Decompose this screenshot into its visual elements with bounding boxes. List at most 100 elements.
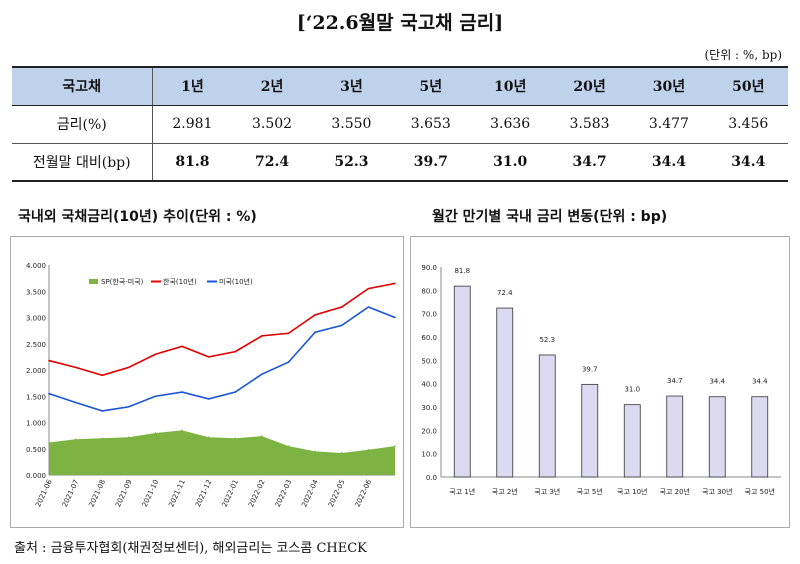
column-header: 5년 — [391, 66, 471, 106]
table-row: 전월말 대비(bp) 81.8 72.4 52.3 39.7 31.0 34.7… — [12, 142, 788, 182]
data-point — [207, 436, 210, 438]
data-point — [154, 432, 157, 434]
spread-area — [49, 430, 395, 475]
line-chart: 0.000 0.500 1.000 1.500 2.000 2.500 3.000 3.500… — [26, 262, 396, 508]
table-cell: 3.583 — [549, 104, 630, 143]
table-cell: 3.477 — [629, 104, 709, 143]
y-tick-label: 3.000 — [26, 315, 46, 323]
data-point — [340, 324, 343, 327]
x-tick-label: 국고 20년 — [660, 487, 690, 496]
y-tick-label: 80.0 — [421, 287, 437, 295]
y-tick-label: 2.000 — [26, 367, 46, 375]
data-point — [261, 435, 263, 437]
y-tick-label: 0.000 — [26, 472, 46, 480]
x-tick-label: 2022-06 — [354, 478, 374, 508]
column-header: 3년 — [311, 66, 392, 106]
column-header: 30년 — [629, 66, 709, 106]
x-tick-label: 2022-02 — [247, 478, 267, 508]
table-cell: 39.7 — [391, 142, 471, 182]
left-chart-title: 국내외 국채금리(10년) 추이(단위 : %) — [18, 209, 257, 225]
data-point — [181, 391, 183, 393]
column-header: 20년 — [549, 66, 630, 106]
x-tick-label: 국고 2년 — [492, 487, 518, 496]
row-label: 금리(%) — [12, 104, 153, 143]
y-tick-label: 1.000 — [26, 420, 46, 428]
data-point — [128, 405, 130, 408]
x-tick-label: 국고 5년 — [577, 487, 603, 496]
x-tick-label: 2021-10 — [141, 478, 161, 508]
y-tick-label: 90.0 — [421, 264, 437, 272]
data-point — [74, 366, 77, 369]
rate-table: 국고채 1년 2년 3년 5년 10년 20년 30년 50년 금리(%) 2.… — [12, 66, 788, 182]
x-tick-label: 2021-12 — [194, 478, 214, 508]
data-point — [128, 366, 130, 369]
unit-note: (단위 : %, bp) — [704, 48, 782, 62]
x-tick-label: 2021-09 — [114, 478, 134, 508]
data-point — [394, 282, 396, 285]
x-tick-label: 국고 1년 — [449, 487, 475, 496]
data-label: 52.3 — [539, 336, 555, 344]
bar — [708, 396, 726, 478]
data-point — [74, 401, 77, 404]
data-point — [340, 306, 343, 308]
right-chart-title: 월간 만기별 국내 금리 변동(단위 : bp) — [432, 209, 668, 225]
data-point — [181, 345, 183, 348]
data-label: 39.7 — [582, 365, 598, 373]
data-point — [181, 429, 183, 432]
data-point — [314, 331, 316, 333]
row-label: 전월말 대비(bp) — [12, 142, 153, 182]
y-tick-label: 3.500 — [26, 288, 46, 296]
data-point — [101, 437, 104, 440]
x-tick-label: 2021-08 — [87, 478, 107, 508]
data-label: 34.4 — [752, 378, 768, 386]
data-point — [314, 450, 316, 453]
bar — [453, 285, 471, 478]
table-row: 금리(%) 2.981 3.502 3.550 3.653 3.636 3.58… — [12, 104, 788, 143]
data-point — [101, 410, 104, 412]
table-cell: 31.0 — [470, 142, 550, 182]
bar — [496, 307, 514, 478]
bar — [538, 354, 556, 478]
data-point — [394, 445, 396, 447]
legend-label: 미국(10년) — [219, 277, 253, 286]
legend-swatch — [89, 279, 98, 284]
data-point — [287, 332, 290, 335]
data-point — [340, 452, 343, 454]
us-10y-line — [48, 306, 396, 412]
data-point — [207, 356, 210, 358]
x-tick-label: 2022-01 — [221, 478, 241, 508]
x-tick-label: 2021-07 — [61, 478, 81, 508]
legend-label: 한국(10년) — [163, 277, 197, 286]
data-label: 34.4 — [709, 378, 725, 386]
data-point — [154, 353, 157, 356]
x-tick-label: 국고 30년 — [702, 487, 732, 496]
column-header: 10년 — [470, 66, 550, 106]
data-label: 72.4 — [497, 289, 513, 297]
y-tick-label: 30.0 — [421, 404, 437, 412]
y-tick-label: 50.0 — [421, 357, 437, 365]
column-header: 국고채 — [12, 66, 153, 106]
bar — [581, 383, 599, 478]
korea-10y-line — [48, 282, 396, 377]
data-point — [367, 449, 370, 451]
table-cell: 72.4 — [232, 142, 312, 182]
table-cell: 3.550 — [311, 104, 392, 143]
x-tick-label: 2022-05 — [327, 478, 347, 508]
bar-chart-panel: 0.0 10.0 20.0 30.0 40.0 50.0 60.0 70.0 80.0 90.0 8… — [410, 236, 790, 528]
data-point — [287, 445, 290, 447]
data-point — [367, 287, 370, 290]
data-point — [48, 359, 50, 362]
data-point — [234, 437, 237, 440]
y-tick-label: 2.500 — [26, 341, 46, 349]
x-tick-label: 국고 3년 — [534, 487, 560, 496]
y-tick-label: 60.0 — [421, 334, 437, 342]
page-title: [‘22.6월말 국고채 금리] — [296, 12, 504, 34]
data-point — [261, 335, 263, 337]
data-point — [48, 441, 50, 444]
bar — [751, 396, 769, 478]
data-point — [234, 350, 237, 353]
table-cell: 3.653 — [391, 104, 471, 143]
data-point — [48, 392, 50, 395]
table-cell: 3.502 — [232, 104, 312, 143]
table-cell: 34.4 — [708, 142, 788, 182]
